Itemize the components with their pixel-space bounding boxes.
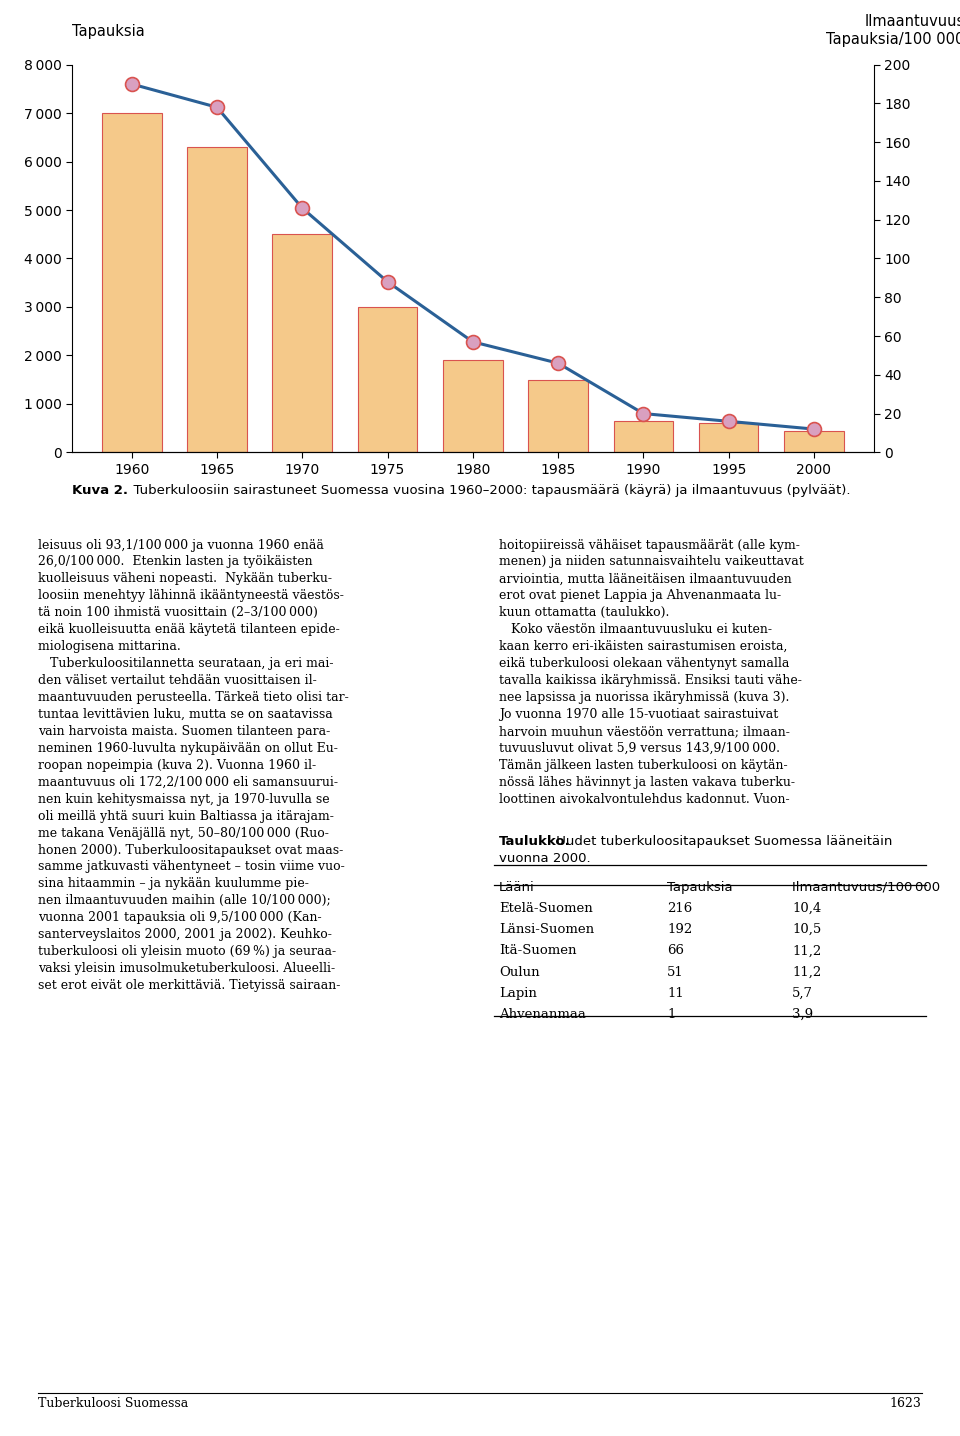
Text: Oulun: Oulun	[499, 965, 540, 978]
Text: Uudet tuberkuloositapaukset Suomessa lääneitäin: Uudet tuberkuloositapaukset Suomessa lää…	[552, 836, 893, 849]
Text: Koko väestön ilmaantuvuusluku ei kuten-: Koko väestön ilmaantuvuusluku ei kuten-	[499, 623, 772, 636]
Text: 3,9: 3,9	[792, 1008, 813, 1021]
Text: nössä lähes hävinnyt ja lasten vakava tuberku-: nössä lähes hävinnyt ja lasten vakava tu…	[499, 775, 795, 788]
Text: Lääni: Lääni	[499, 880, 535, 893]
Text: 26,0/100 000.  Etenkin lasten ja työikäisten: 26,0/100 000. Etenkin lasten ja työikäis…	[38, 556, 313, 569]
Bar	[443, 360, 503, 452]
Bar	[102, 113, 161, 452]
Text: tuberkuloosi oli yleisin muoto (69 %) ja seuraa-: tuberkuloosi oli yleisin muoto (69 %) ja…	[38, 945, 337, 958]
Text: vuonna 2001 tapauksia oli 9,5/100 000 (Kan-: vuonna 2001 tapauksia oli 9,5/100 000 (K…	[38, 912, 322, 925]
Text: 1623: 1623	[890, 1397, 922, 1410]
Text: set erot eivät ole merkittäviä. Tietyissä sairaan-: set erot eivät ole merkittäviä. Tietyiss…	[38, 979, 341, 992]
Text: Itä-Suomen: Itä-Suomen	[499, 945, 577, 958]
Bar	[187, 146, 247, 452]
Bar	[273, 234, 332, 452]
Text: maantuvuus oli 172,2/100 000 eli samansuurui-: maantuvuus oli 172,2/100 000 eli samansu…	[38, 775, 338, 788]
Text: 51: 51	[667, 965, 684, 978]
Text: 10,4: 10,4	[792, 902, 821, 915]
Text: Tämän jälkeen lasten tuberkuloosi on käytän-: Tämän jälkeen lasten tuberkuloosi on käy…	[499, 758, 788, 771]
Text: sina hitaammin – ja nykään kuulumme pie-: sina hitaammin – ja nykään kuulumme pie-	[38, 877, 309, 890]
Text: 5,7: 5,7	[792, 987, 813, 999]
Text: tuntaa levittävien luku, mutta se on saatavissa: tuntaa levittävien luku, mutta se on saa…	[38, 708, 333, 721]
Bar	[784, 431, 844, 452]
Text: Tuberkuloositilannetta seurataan, ja eri mai-: Tuberkuloositilannetta seurataan, ja eri…	[38, 658, 334, 671]
Text: harvoin muuhun väestöön verrattuna; ilmaan-: harvoin muuhun väestöön verrattuna; ilma…	[499, 725, 790, 738]
Text: santerveyslaitos 2000, 2001 ja 2002). Keuhko-: santerveyslaitos 2000, 2001 ja 2002). Ke…	[38, 928, 332, 941]
Text: Länsi-Suomen: Länsi-Suomen	[499, 923, 594, 936]
Text: samme jatkuvasti vähentyneet – tosin viime vuo-: samme jatkuvasti vähentyneet – tosin vii…	[38, 860, 346, 873]
Text: 66: 66	[667, 945, 684, 958]
Text: vuonna 2000.: vuonna 2000.	[499, 853, 590, 866]
Text: 11,2: 11,2	[792, 965, 821, 978]
Text: tavalla kaikissa ikäryhmissä. Ensiksi tauti vähe-: tavalla kaikissa ikäryhmissä. Ensiksi ta…	[499, 673, 802, 686]
Text: Ahvenanmaa: Ahvenanmaa	[499, 1008, 586, 1021]
Text: Kuva 2.: Kuva 2.	[72, 484, 128, 497]
Bar	[528, 379, 588, 452]
Text: honen 2000). Tuberkuloositapaukset ovat maas-: honen 2000). Tuberkuloositapaukset ovat …	[38, 843, 344, 856]
Text: maantuvuuden perusteella. Tärkeä tieto olisi tar-: maantuvuuden perusteella. Tärkeä tieto o…	[38, 691, 349, 704]
Text: Ilmaantuvuus
Tapauksia/100 000: Ilmaantuvuus Tapauksia/100 000	[827, 14, 960, 47]
Text: loosiin menehtyy lähinnä ikääntyneestä väestös-: loosiin menehtyy lähinnä ikääntyneestä v…	[38, 589, 345, 602]
Text: tä noin 100 ihmistä vuosittain (2–3/100 000): tä noin 100 ihmistä vuosittain (2–3/100 …	[38, 606, 319, 619]
Text: kuolleisuus väheni nopeasti.  Nykään tuberku-: kuolleisuus väheni nopeasti. Nykään tube…	[38, 573, 332, 586]
Text: Ilmaantuvuus/100 000: Ilmaantuvuus/100 000	[792, 880, 940, 893]
Text: neminen 1960-luvulta nykupäivään on ollut Eu-: neminen 1960-luvulta nykupäivään on ollu…	[38, 742, 338, 755]
Bar	[699, 424, 758, 452]
Text: oli meillä yhtä suuri kuin Baltiassa ja itärajam-: oli meillä yhtä suuri kuin Baltiassa ja …	[38, 810, 334, 823]
Text: Taulukko.: Taulukko.	[499, 836, 571, 849]
Text: hoitopiireissä vähäiset tapausmäärät (alle kym-: hoitopiireissä vähäiset tapausmäärät (al…	[499, 538, 800, 551]
Text: vaksi yleisin imusolmuketuberkuloosi. Alueelli-: vaksi yleisin imusolmuketuberkuloosi. Al…	[38, 962, 336, 975]
Text: tuvuusluvut olivat 5,9 versus 143,9/100 000.: tuvuusluvut olivat 5,9 versus 143,9/100 …	[499, 742, 780, 755]
Text: den väliset vertailut tehdään vuosittaisen il-: den väliset vertailut tehdään vuosittais…	[38, 673, 317, 686]
Text: Lapin: Lapin	[499, 987, 537, 999]
Text: 11,2: 11,2	[792, 945, 821, 958]
Text: 216: 216	[667, 902, 692, 915]
Text: nee lapsissa ja nuorissa ikäryhmissä (kuva 3).: nee lapsissa ja nuorissa ikäryhmissä (ku…	[499, 691, 789, 704]
Text: eikä tuberkuloosi olekaan vähentynyt samalla: eikä tuberkuloosi olekaan vähentynyt sam…	[499, 658, 789, 671]
Text: roopan nopeimpia (kuva 2). Vuonna 1960 il-: roopan nopeimpia (kuva 2). Vuonna 1960 i…	[38, 758, 317, 771]
Text: eikä kuolleisuutta enää käytetä tilanteen epide-: eikä kuolleisuutta enää käytetä tilantee…	[38, 623, 340, 636]
Bar	[613, 421, 673, 452]
Text: miologisena mittarina.: miologisena mittarina.	[38, 640, 181, 653]
Text: 10,5: 10,5	[792, 923, 821, 936]
Bar	[358, 307, 418, 452]
Text: menen) ja niiden satunnaisvaihtelu vaikeuttavat: menen) ja niiden satunnaisvaihtelu vaike…	[499, 556, 804, 569]
Text: Etelä-Suomen: Etelä-Suomen	[499, 902, 593, 915]
Text: nen ilmaantuvuuden maihin (alle 10/100 000);: nen ilmaantuvuuden maihin (alle 10/100 0…	[38, 895, 331, 908]
Text: 11: 11	[667, 987, 684, 999]
Text: kuun ottamatta (taulukko).: kuun ottamatta (taulukko).	[499, 606, 669, 619]
Text: 192: 192	[667, 923, 692, 936]
Text: vain harvoista maista. Suomen tilanteen para-: vain harvoista maista. Suomen tilanteen …	[38, 725, 330, 738]
Text: Tuberkuloosi Suomessa: Tuberkuloosi Suomessa	[38, 1397, 189, 1410]
Text: Tapauksia: Tapauksia	[72, 24, 145, 39]
Text: nen kuin kehitysmaissa nyt, ja 1970-luvulla se: nen kuin kehitysmaissa nyt, ja 1970-luvu…	[38, 793, 330, 806]
Text: kaan kerro eri-ikäisten sairastumisen eroista,: kaan kerro eri-ikäisten sairastumisen er…	[499, 640, 787, 653]
Text: leisuus oli 93,1/100 000 ja vuonna 1960 enää: leisuus oli 93,1/100 000 ja vuonna 1960 …	[38, 538, 324, 551]
Text: me takana Venäjällä nyt, 50–80/100 000 (Ruo-: me takana Venäjällä nyt, 50–80/100 000 (…	[38, 827, 329, 840]
Text: erot ovat pienet Lappia ja Ahvenanmaata lu-: erot ovat pienet Lappia ja Ahvenanmaata …	[499, 589, 781, 602]
Text: Tapauksia: Tapauksia	[667, 880, 732, 893]
Text: Jo vuonna 1970 alle 15-vuotiaat sairastuivat: Jo vuonna 1970 alle 15-vuotiaat sairastu…	[499, 708, 779, 721]
Text: 1: 1	[667, 1008, 676, 1021]
Text: Tuberkuloosiin sairastuneet Suomessa vuosina 1960–2000: tapausmäärä (käyrä) ja i: Tuberkuloosiin sairastuneet Suomessa vuo…	[125, 484, 851, 497]
Text: arviointia, mutta lääneitäisen ilmaantuvuuden: arviointia, mutta lääneitäisen ilmaantuv…	[499, 573, 792, 586]
Text: loottinen aivokalvontulehdus kadonnut. Vuon-: loottinen aivokalvontulehdus kadonnut. V…	[499, 793, 790, 806]
